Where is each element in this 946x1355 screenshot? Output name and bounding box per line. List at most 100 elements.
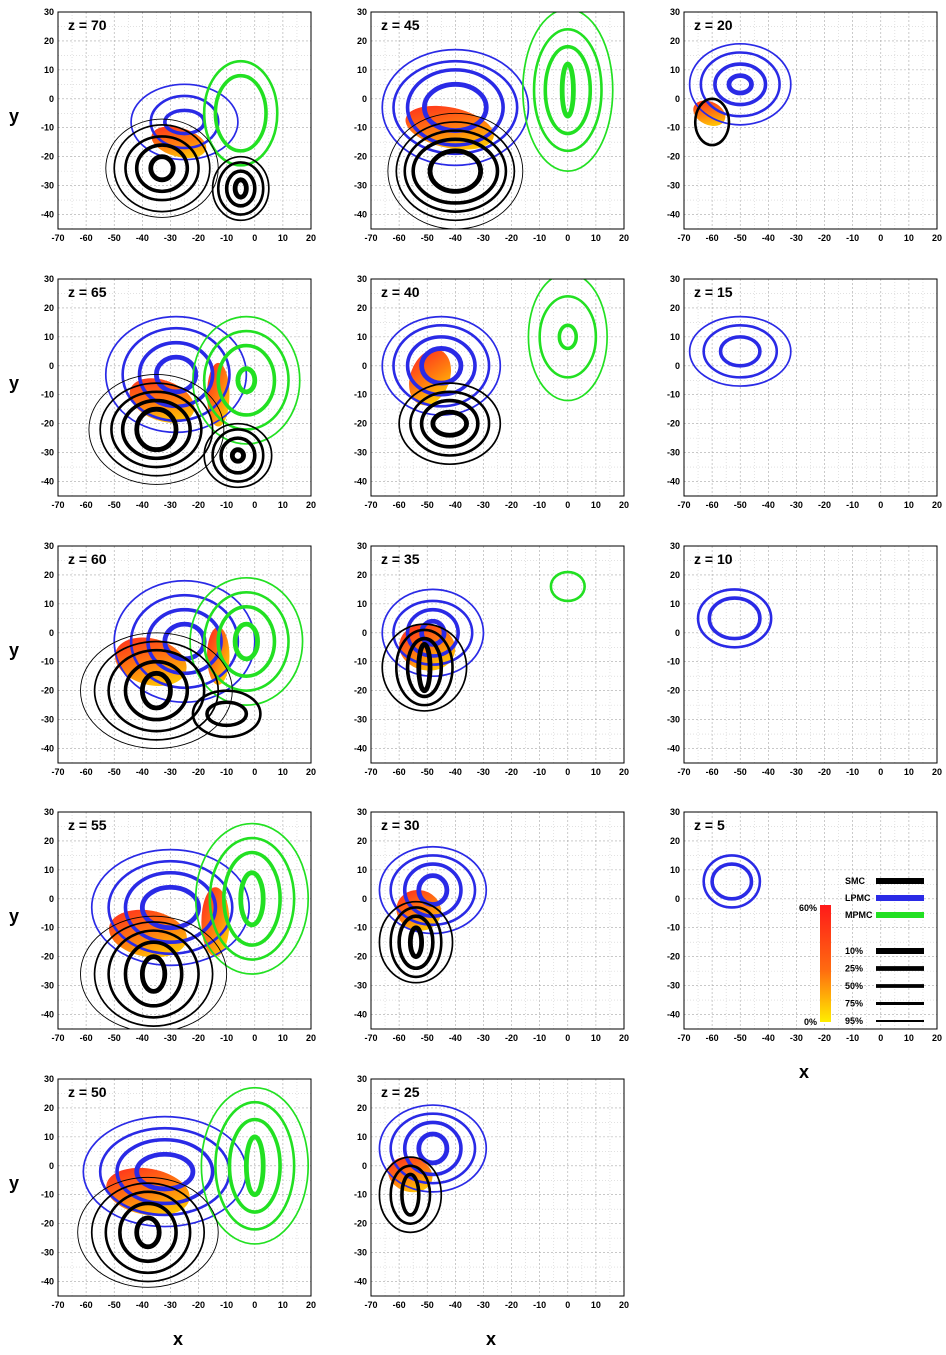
y-tick-label: 0	[362, 94, 367, 104]
y-tick-label: 10	[670, 332, 680, 342]
y-tick-label: 0	[362, 1161, 367, 1171]
mpmc-contour	[216, 343, 277, 417]
panel-title: z = 70	[68, 17, 107, 33]
x-tick-label: 20	[619, 767, 629, 777]
lpmc-contour	[134, 1151, 196, 1192]
x-tick-label: -40	[449, 500, 462, 510]
panel-title: z = 50	[68, 1084, 107, 1100]
legend-series-label: SMC	[845, 876, 866, 886]
y-tick-label: -30	[667, 181, 680, 191]
mpmc-contour	[238, 870, 266, 928]
x-tick-label: -30	[790, 233, 803, 243]
x-tick-label: -30	[477, 1300, 490, 1310]
y-tick-label: 10	[357, 332, 367, 342]
y-tick-label: -40	[41, 1010, 54, 1020]
y-tick-label: -10	[354, 657, 367, 667]
panel-title: z = 30	[381, 817, 420, 833]
panel-z35: z = 35 -70 -60 -50 -40 -30 -20 -10 0 10 20 30 20 10 0 -…	[354, 541, 629, 777]
x-tick-label: 20	[619, 233, 629, 243]
x-tick-label: -60	[393, 1033, 406, 1043]
x-tick-label: 0	[878, 233, 883, 243]
plot-frame	[370, 545, 625, 764]
y-tick-label: 20	[670, 303, 680, 313]
y-tick-label: 30	[44, 807, 54, 817]
contours	[378, 845, 488, 984]
x-tick-label: 20	[932, 1033, 942, 1043]
smc-contour	[381, 623, 468, 712]
y-tick-label: 0	[49, 628, 54, 638]
x-tick-label: -60	[706, 1033, 719, 1043]
y-tick-label: -20	[354, 686, 367, 696]
legend-level-label: 95%	[845, 1016, 863, 1026]
y-tick-label: -10	[667, 923, 680, 933]
panel-z25: z = 25 -70 -60 -50 -40 -30 -20 -10 0 10 20 30 20 10 0 -…	[354, 1074, 629, 1310]
scale-max-label: 60%	[799, 903, 817, 913]
smc-contour	[397, 914, 435, 971]
y-tick-label: 20	[357, 1103, 367, 1113]
legend-series-label: LPMC	[845, 893, 871, 903]
x-tick-label: -10	[533, 1300, 546, 1310]
contours	[381, 12, 614, 229]
x-tick-label: -70	[51, 1300, 64, 1310]
mpmc-contour	[243, 1134, 266, 1198]
plot-frame	[57, 545, 312, 764]
panel-z50: z = 50 -70 -60 -50 -40 -30 -20 -10 0 10 20 30 20 10 0 -…	[41, 1074, 316, 1310]
legend-series-label: MPMC	[845, 910, 873, 920]
mpmc-contour	[202, 590, 290, 692]
x-tick-label: -20	[505, 767, 518, 777]
panel-z15: z = 15 -70 -60 -50 -40 -30 -20 -10 0 10 20 30 20 10 0 -…	[667, 274, 942, 510]
x-tick-label: -10	[533, 1033, 546, 1043]
x-tick-label: -40	[762, 500, 775, 510]
y-tick-label: -10	[41, 390, 54, 400]
x-tick-label: 10	[591, 767, 601, 777]
x-tick-label: -70	[677, 500, 690, 510]
panel-title: z = 15	[694, 284, 733, 300]
y-axis-label: y	[9, 1173, 19, 1193]
x-tick-label: 10	[278, 1033, 288, 1043]
mpmc-contour	[232, 621, 260, 662]
x-tick-label: -40	[762, 767, 775, 777]
y-tick-label: -30	[41, 1248, 54, 1258]
smc-contour	[134, 406, 179, 453]
plot-frame	[683, 278, 938, 497]
y-tick-label: -40	[354, 1010, 367, 1020]
mpmc-contour	[192, 315, 301, 445]
x-tick-label: 20	[932, 767, 942, 777]
x-tick-label: -30	[477, 1033, 490, 1043]
lpmc-contour	[696, 588, 773, 649]
lpmc-contour	[149, 94, 220, 150]
x-tick-label: -60	[393, 1300, 406, 1310]
x-axis-label: x	[486, 1329, 496, 1349]
lpmc-contour	[710, 862, 754, 901]
y-tick-label: -10	[41, 923, 54, 933]
grid	[370, 545, 625, 764]
smc-contour	[203, 422, 273, 489]
panel-title: z = 45	[381, 17, 420, 33]
plot-frame	[683, 11, 938, 230]
x-tick-label: -10	[846, 1033, 859, 1043]
x-tick-label: -50	[108, 1300, 121, 1310]
smc-contour	[80, 915, 228, 1029]
y-tick-label: -40	[667, 1010, 680, 1020]
y-axis-label: y	[9, 640, 19, 660]
x-tick-label: -40	[136, 767, 149, 777]
smc-contour	[139, 954, 168, 994]
x-tick-label: 20	[619, 1033, 629, 1043]
y-tick-label: 30	[670, 274, 680, 284]
smc-contour	[113, 123, 211, 213]
legend-level-label: 75%	[845, 999, 863, 1009]
y-tick-label: 20	[670, 570, 680, 580]
x-tick-label: -50	[108, 233, 121, 243]
mpmc-contour	[557, 323, 579, 351]
y-tick-label: -20	[41, 952, 54, 962]
panel-z10: z = 10 -70 -60 -50 -40 -30 -20 -10 0 10 20 30 20 10 0 -…	[667, 541, 942, 777]
x-tick-label: -20	[192, 233, 205, 243]
y-tick-label: -10	[667, 123, 680, 133]
lpmc-contour	[139, 884, 201, 931]
x-tick-label: 20	[306, 1300, 316, 1310]
x-tick-label: 0	[252, 233, 257, 243]
smc-contour	[378, 900, 454, 984]
x-tick-label: -70	[677, 767, 690, 777]
plot-frame	[370, 1078, 625, 1297]
x-tick-label: -30	[164, 1033, 177, 1043]
